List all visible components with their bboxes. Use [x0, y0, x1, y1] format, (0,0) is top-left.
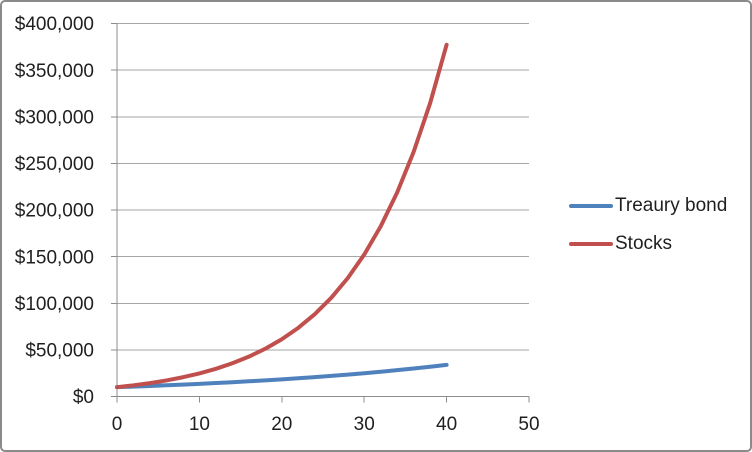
y-tick-label: $400,000: [15, 14, 94, 35]
legend-label-treasury-bond: Treaury bond: [615, 195, 728, 216]
y-tick-label: $0: [73, 387, 94, 408]
x-tick-label: 50: [518, 414, 539, 435]
series-line-stocks: [115, 42, 449, 390]
y-tick-label: $150,000: [15, 247, 94, 268]
legend-item-stocks: Stocks: [569, 232, 727, 255]
y-tick-label: $100,000: [15, 294, 94, 315]
y-tick-label: $250,000: [15, 154, 94, 175]
x-tick-label: 0: [112, 414, 123, 435]
x-tick-label: 30: [354, 414, 375, 435]
y-tick-label: $200,000: [15, 201, 94, 222]
y-tick-label: $50,000: [25, 341, 94, 362]
legend-line-swatch-treasury-bond: [569, 203, 613, 208]
x-tick-label: 10: [189, 414, 210, 435]
y-tick-label: $350,000: [15, 61, 94, 82]
y-tick-label: $300,000: [15, 107, 94, 128]
x-tick-label: 20: [271, 414, 292, 435]
series-line-treasury-bond: [115, 362, 449, 390]
legend-item-treasury-bond: Treaury bond: [569, 194, 727, 217]
legend-line-swatch-stocks: [569, 241, 613, 246]
x-tick-label: 40: [436, 414, 457, 435]
legend: Treaury bond Stocks: [569, 194, 727, 255]
legend-label-stocks: Stocks: [615, 233, 673, 254]
